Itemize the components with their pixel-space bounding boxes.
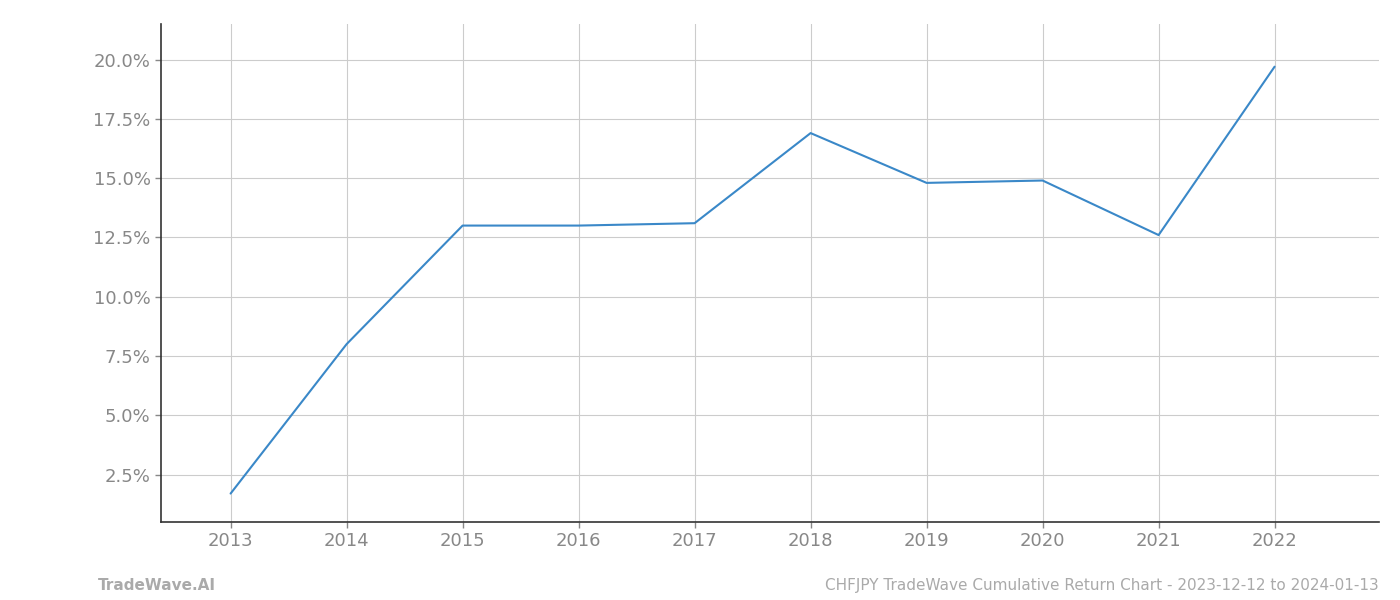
- Text: CHFJPY TradeWave Cumulative Return Chart - 2023-12-12 to 2024-01-13: CHFJPY TradeWave Cumulative Return Chart…: [825, 578, 1379, 593]
- Text: TradeWave.AI: TradeWave.AI: [98, 578, 216, 593]
